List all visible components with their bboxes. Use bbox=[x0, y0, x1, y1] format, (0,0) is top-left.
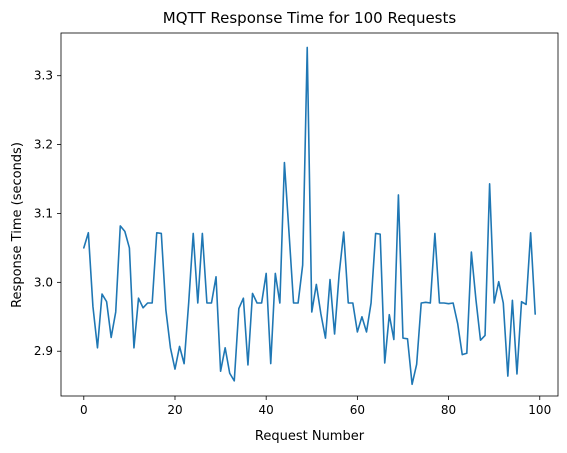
y-tick-label: 3.0 bbox=[34, 275, 53, 289]
chart-title: MQTT Response Time for 100 Requests bbox=[163, 9, 457, 27]
x-tick-label: 60 bbox=[350, 403, 365, 417]
x-tick-label: 0 bbox=[80, 403, 88, 417]
x-tick-label: 20 bbox=[167, 403, 182, 417]
x-axis-label: Request Number bbox=[255, 429, 365, 444]
series-line bbox=[83, 46, 537, 386]
x-tick-label: 100 bbox=[528, 403, 551, 417]
plot-area bbox=[60, 32, 559, 397]
y-axis: 2.9 3.0 3.1 3.2 3.3 bbox=[34, 69, 61, 358]
y-tick-label: 3.1 bbox=[34, 206, 53, 220]
series-layer bbox=[83, 46, 537, 386]
y-axis-label: Response Time (seconds) bbox=[10, 142, 25, 308]
y-tick-label: 3.2 bbox=[34, 138, 53, 152]
y-tick-label: 3.3 bbox=[34, 69, 53, 83]
x-tick-label: 80 bbox=[441, 403, 456, 417]
x-axis: 0 20 40 60 80 100 bbox=[80, 396, 551, 417]
x-tick-label: 40 bbox=[259, 403, 274, 417]
y-tick-label: 2.9 bbox=[34, 344, 53, 358]
